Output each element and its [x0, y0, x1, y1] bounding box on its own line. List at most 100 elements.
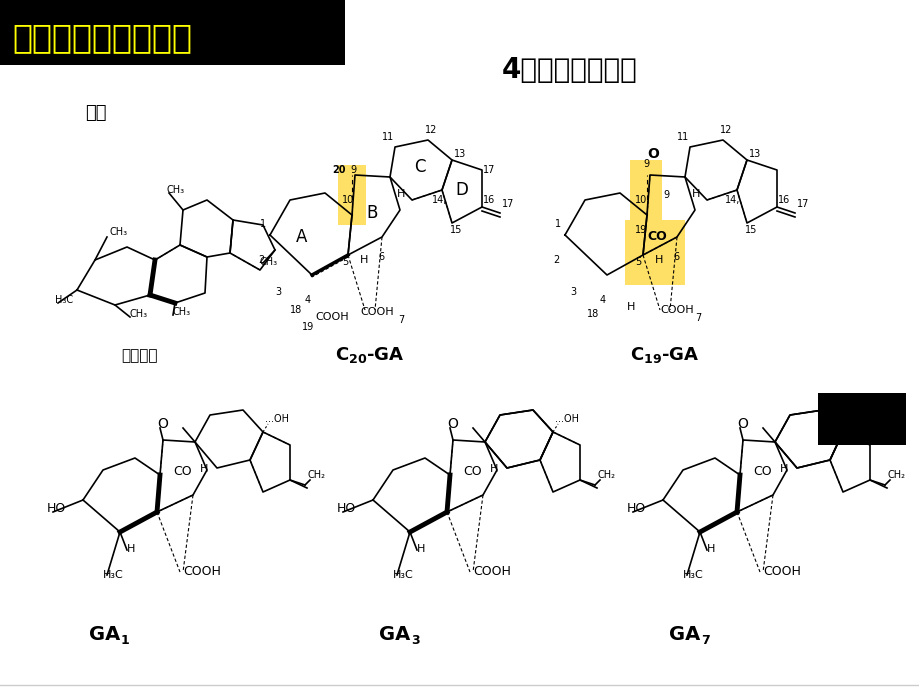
Text: 14,: 14,: [432, 195, 447, 205]
Text: HO: HO: [336, 502, 356, 515]
Text: 6: 6: [673, 252, 678, 262]
Text: ...OH: ...OH: [844, 414, 868, 424]
Text: CH₂: CH₂: [597, 470, 616, 480]
Text: COOH: COOH: [314, 312, 348, 322]
Text: 15: 15: [744, 225, 756, 235]
Text: H: H: [627, 302, 635, 312]
Bar: [817, 393, 905, 445]
Text: H: H: [706, 544, 715, 554]
Text: CO: CO: [752, 465, 771, 478]
Text: 4: 4: [599, 295, 606, 305]
Text: 3: 3: [411, 634, 419, 647]
Text: 9: 9: [663, 190, 668, 200]
Text: 2: 2: [257, 255, 264, 265]
Text: 11: 11: [676, 132, 688, 142]
Text: H: H: [127, 544, 135, 554]
Text: H: H: [654, 255, 663, 265]
Text: 5: 5: [634, 257, 641, 267]
Text: O: O: [736, 417, 747, 431]
Text: CH₂: CH₂: [308, 470, 325, 480]
Text: 15: 15: [449, 225, 462, 235]
Text: 1: 1: [121, 634, 130, 647]
Text: 13: 13: [453, 149, 466, 159]
Text: HO: HO: [627, 502, 645, 515]
Text: CH₃: CH₃: [167, 185, 185, 195]
Text: 17: 17: [482, 165, 494, 175]
Text: CH₂: CH₂: [887, 470, 905, 480]
Text: 3: 3: [570, 287, 575, 297]
Text: H: H: [397, 189, 405, 199]
Text: 19: 19: [634, 225, 647, 235]
Text: 14,: 14,: [724, 195, 740, 205]
Text: O: O: [447, 417, 458, 431]
Text: $\mathbf{C_{20}}$-GA: $\mathbf{C_{20}}$-GA: [335, 345, 404, 365]
Text: 18: 18: [586, 309, 598, 319]
Text: 7: 7: [694, 313, 700, 323]
Text: CO: CO: [173, 465, 191, 478]
Text: 4个异戊二烯单位: 4个异戊二烯单位: [502, 56, 637, 84]
Text: 1: 1: [554, 219, 561, 229]
Text: ...OH: ...OH: [554, 414, 578, 424]
Text: 13: 13: [748, 149, 760, 159]
Text: 赤霉素的结构和种类: 赤霉素的结构和种类: [12, 21, 192, 54]
Text: H: H: [490, 464, 498, 474]
Text: C: C: [414, 158, 425, 176]
Text: 6: 6: [378, 252, 384, 262]
Text: 16: 16: [482, 195, 494, 205]
Text: CH₃: CH₃: [173, 307, 191, 317]
Text: B: B: [366, 204, 378, 222]
Text: 12: 12: [425, 125, 437, 135]
Text: H: H: [779, 464, 788, 474]
Text: 9: 9: [349, 165, 356, 175]
Text: H: H: [691, 189, 699, 199]
Text: 5: 5: [342, 257, 348, 267]
Text: O: O: [646, 147, 658, 161]
Text: CH₃: CH₃: [260, 257, 278, 267]
Bar: [337, 165, 366, 225]
Bar: [624, 220, 685, 285]
Text: H₃C: H₃C: [392, 570, 414, 580]
Text: D: D: [455, 181, 468, 199]
Text: 19: 19: [301, 322, 314, 332]
Text: GA: GA: [89, 625, 120, 644]
Text: 17: 17: [502, 199, 514, 209]
Text: 3: 3: [275, 287, 281, 297]
Text: COOH: COOH: [659, 305, 693, 315]
Text: CO: CO: [646, 230, 666, 243]
Text: COOH: COOH: [762, 565, 800, 578]
Text: HO: HO: [47, 502, 66, 515]
Text: CH₃: CH₃: [130, 309, 148, 319]
Text: H: H: [359, 255, 368, 265]
Text: 20: 20: [332, 165, 346, 175]
Text: 2: 2: [552, 255, 559, 265]
Text: GA: GA: [669, 625, 700, 644]
Text: COOH: COOH: [183, 565, 221, 578]
Text: 11: 11: [381, 132, 394, 142]
Text: GA: GA: [379, 625, 410, 644]
Text: 亦毋系烷: 亦毋系烷: [121, 348, 158, 363]
Bar: [0, 0, 345, 65]
Text: 18: 18: [289, 305, 302, 315]
Text: COOH: COOH: [472, 565, 510, 578]
Text: O: O: [157, 417, 167, 431]
Text: CH₃: CH₃: [110, 227, 128, 237]
Text: H: H: [199, 464, 208, 474]
Text: CO: CO: [462, 465, 482, 478]
Text: 双萜: 双萜: [85, 104, 107, 122]
Text: $\mathbf{C_{19}}$-GA: $\mathbf{C_{19}}$-GA: [630, 345, 699, 365]
Text: H: H: [416, 544, 425, 554]
Text: H₃C: H₃C: [103, 570, 124, 580]
Text: 4: 4: [305, 295, 311, 305]
Text: 16: 16: [777, 195, 789, 205]
Text: 12: 12: [720, 125, 732, 135]
Text: 9: 9: [642, 159, 649, 169]
Text: A: A: [296, 228, 307, 246]
Bar: [630, 160, 662, 225]
Text: 10: 10: [342, 195, 354, 205]
Text: 17: 17: [796, 199, 809, 209]
Text: H₃C: H₃C: [682, 570, 703, 580]
Text: 10: 10: [634, 195, 647, 205]
Text: ...OH: ...OH: [265, 414, 289, 424]
Text: 7: 7: [398, 315, 403, 325]
Text: H₃C: H₃C: [55, 295, 73, 305]
